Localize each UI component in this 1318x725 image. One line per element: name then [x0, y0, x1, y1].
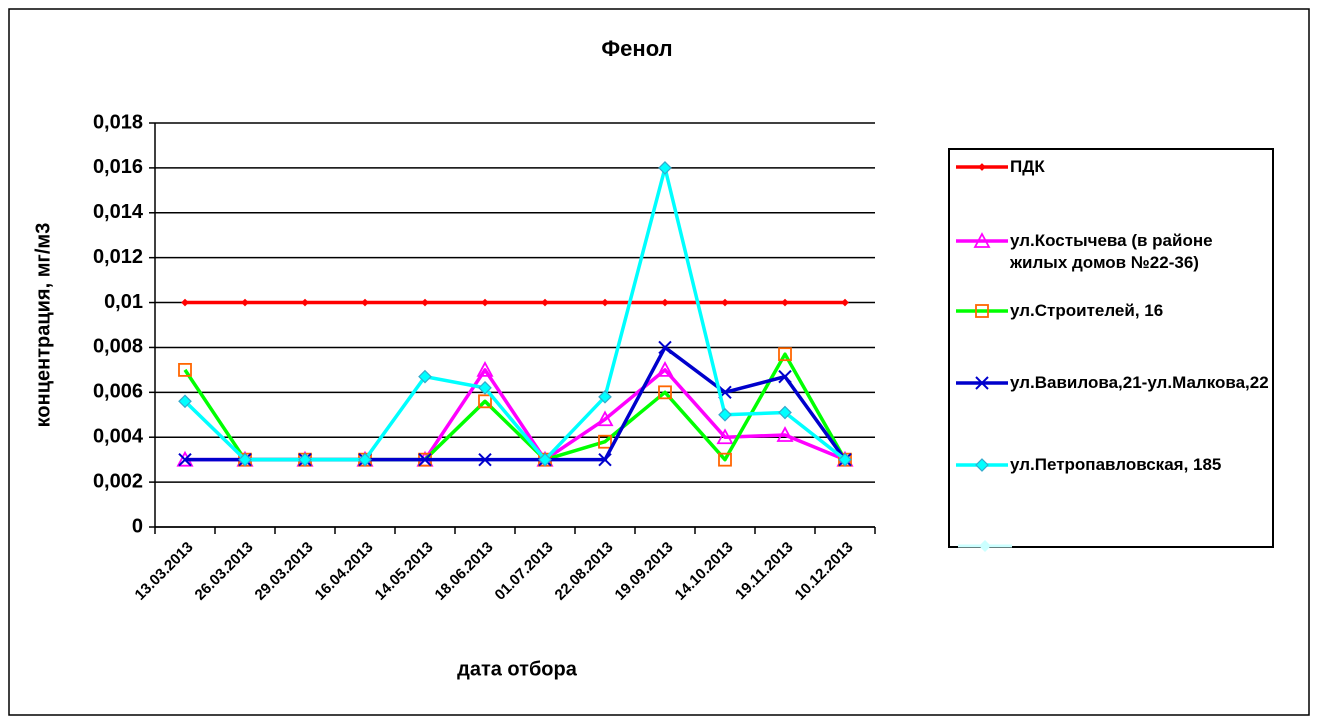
legend-label: ПДК	[1010, 157, 1045, 176]
legend-label: ул.Строителей, 16	[1010, 301, 1164, 320]
marker	[721, 298, 729, 307]
marker	[718, 452, 732, 467]
y-tick-label: 0,018	[93, 111, 143, 133]
marker	[778, 347, 792, 362]
marker	[538, 452, 552, 467]
y-tick-label: 0	[132, 515, 143, 537]
y-tick-label: 0,008	[93, 336, 143, 358]
marker	[178, 362, 192, 377]
y-axis-label: концентрация, мг/м3	[32, 223, 54, 428]
y-tick-label: 0,014	[93, 201, 144, 223]
chart-title: Фенол	[601, 36, 672, 61]
marker	[301, 298, 309, 307]
x-axis-label: дата отбора	[457, 658, 578, 680]
marker	[656, 360, 674, 377]
y-tick-label: 0,012	[93, 246, 143, 268]
legend: ПДК ул.Костычева (в районе жилых домов №2…	[948, 148, 1274, 552]
y-tick-label: 0,004	[93, 426, 144, 448]
marker	[776, 426, 794, 442]
marker	[838, 452, 852, 467]
y-tick-label: 0,002	[93, 470, 143, 492]
marker	[978, 163, 986, 171]
marker	[601, 298, 609, 307]
marker	[596, 410, 614, 427]
marker	[598, 452, 612, 467]
legend-swatch	[956, 163, 1008, 171]
marker	[716, 428, 734, 445]
legend-swatch	[958, 540, 1012, 552]
legend-label: ул.Вавилова,21-ул.Малкова,22	[1010, 373, 1269, 392]
marker	[358, 452, 372, 467]
marker	[658, 340, 672, 355]
marker	[658, 385, 672, 400]
marker	[781, 298, 789, 307]
marker	[975, 376, 989, 390]
marker	[478, 394, 492, 409]
marker	[298, 452, 312, 467]
legend-label: ул.Костычева (в районе жилых домов №22-3…	[1010, 231, 1213, 272]
marker	[238, 452, 252, 467]
marker	[778, 369, 792, 384]
marker	[718, 407, 732, 422]
marker	[478, 452, 492, 467]
marker	[478, 380, 492, 395]
marker	[778, 405, 792, 420]
marker	[421, 298, 429, 307]
marker	[979, 540, 991, 552]
marker	[598, 389, 612, 404]
marker	[541, 298, 549, 307]
marker	[973, 232, 991, 248]
marker	[418, 369, 432, 384]
legend-swatch	[956, 304, 1008, 318]
y-tick-label: 0,006	[93, 381, 143, 403]
marker	[181, 298, 189, 307]
marker	[841, 298, 849, 307]
marker	[418, 452, 432, 467]
y-tick-label: 0,016	[93, 156, 143, 178]
marker	[361, 298, 369, 307]
legend-swatch	[956, 376, 1008, 390]
marker	[658, 161, 672, 175]
legend-swatch	[956, 458, 1008, 472]
marker	[178, 452, 192, 467]
marker	[178, 394, 192, 409]
marker	[975, 304, 989, 318]
legend-label: ул.Петропавловская, 185	[1010, 455, 1222, 474]
marker	[241, 298, 249, 307]
series-line	[183, 166, 847, 462]
marker	[975, 458, 989, 472]
marker	[661, 298, 669, 307]
y-tick-label: 0,01	[104, 291, 143, 313]
marker	[476, 360, 494, 377]
marker	[481, 298, 489, 307]
marker	[598, 434, 612, 449]
legend-swatch	[956, 232, 1008, 248]
